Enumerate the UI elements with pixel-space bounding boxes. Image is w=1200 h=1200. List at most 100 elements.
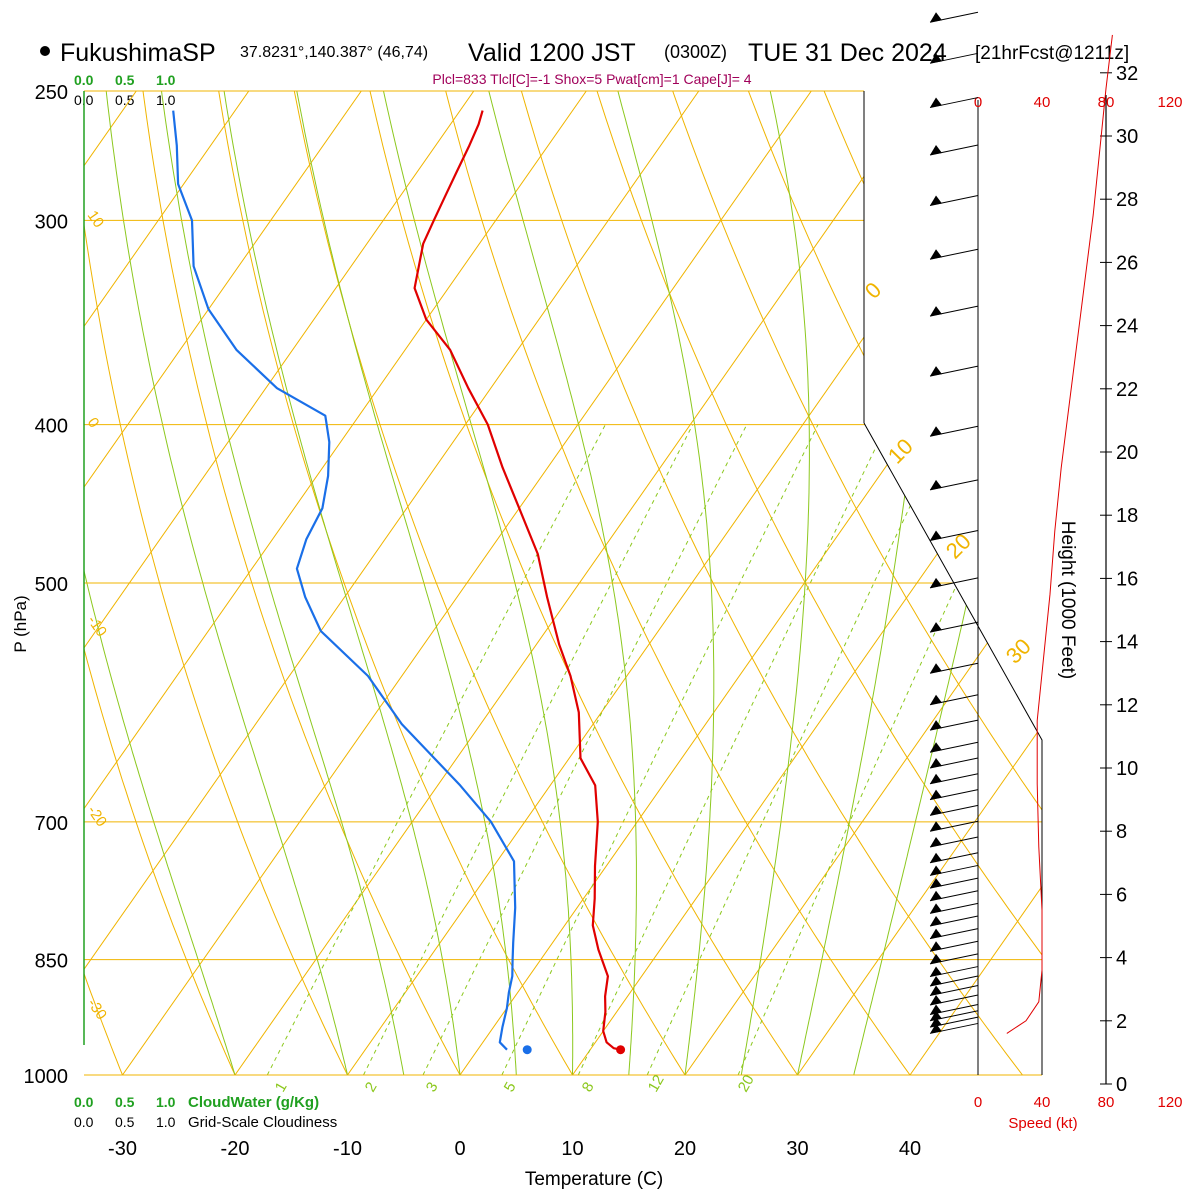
isotherm-label: -20 xyxy=(84,803,110,831)
station-name: FukushimaSP xyxy=(60,39,216,67)
moist-adiabat-line xyxy=(740,91,810,1075)
dry-adiabat-line xyxy=(672,91,1042,1075)
moist-adiabat-line xyxy=(383,91,574,1075)
cloudiness-tick-label: 0.5 xyxy=(115,92,135,108)
cloud-water-scale-top: 0.0 0.5 1.0 xyxy=(74,72,176,88)
wind-barb-flag-icon xyxy=(930,773,942,784)
wind-barb-flag-icon xyxy=(930,941,942,952)
surface-dewpoint-marker xyxy=(522,1045,532,1055)
cloud-water-tick-label: 0.5 xyxy=(115,72,135,88)
wind-barb-flag-icon xyxy=(930,577,942,588)
wind-barb-flag-icon xyxy=(930,890,942,901)
wind-barb-flag-icon xyxy=(930,720,942,731)
temperature-tick-label: 10 xyxy=(561,1138,583,1160)
wind-barb-flag-icon xyxy=(930,306,942,317)
height-tick-label: 4 xyxy=(1116,948,1127,970)
stability-indices: Plcl=833 Tlcl[C]=-1 Shox=5 Pwat[cm]=1 Ca… xyxy=(432,71,751,87)
wind-barb-flag-icon xyxy=(930,1017,942,1028)
cloud-water-tick-label: 1.0 xyxy=(156,72,176,88)
wind-barb-flag-icon xyxy=(930,878,942,889)
wind-barb-flag-icon xyxy=(930,928,942,939)
isotherm-line xyxy=(84,91,250,1075)
wind-barb-flag-icon xyxy=(930,995,942,1005)
mixing-ratio-line xyxy=(577,424,888,1075)
mixing-ratio-label: 5 xyxy=(501,1079,520,1095)
pressure-tick-label: 400 xyxy=(35,416,68,438)
pressure-tick-label: 1000 xyxy=(24,1066,69,1088)
station-bullet-icon xyxy=(40,46,50,56)
speed-axis-title: Speed (kt) xyxy=(1008,1115,1077,1132)
cloudiness-tick-label: 1.0 xyxy=(156,1114,176,1130)
isotherm-line xyxy=(0,91,24,1075)
dry-adiabat-label: 10 xyxy=(883,434,918,469)
height-tick-label: 20 xyxy=(1116,442,1138,464)
dry-adiabat-line xyxy=(369,91,798,1075)
dry-adiabat-line xyxy=(0,91,10,1075)
wind-barb-flag-icon xyxy=(930,758,942,768)
isotherm-label: 0 xyxy=(84,415,103,432)
valid-date: TUE 31 Dec 2024 xyxy=(748,39,947,67)
dewpoint-profile-line xyxy=(172,110,517,1051)
moist-adiabat-line xyxy=(84,91,236,1075)
mixing-ratio-line xyxy=(737,424,1031,1075)
wind-barb-flag-icon xyxy=(930,479,942,490)
height-tick-label: 18 xyxy=(1116,505,1138,527)
wind-barb-flag-icon xyxy=(930,622,942,633)
height-tick-label: 28 xyxy=(1116,189,1138,211)
cloud-water-scale-bottom: 0.0 0.5 1.0 xyxy=(74,1094,176,1110)
wind-barb-flag-icon xyxy=(930,530,942,541)
mixing-ratio-line xyxy=(422,424,748,1075)
speed-tick-label-bottom: 120 xyxy=(1157,1094,1182,1111)
height-tick-label: 30 xyxy=(1116,126,1138,148)
dry-adiabat-line xyxy=(520,91,1023,1075)
temperature-profile-line xyxy=(413,110,621,1051)
height-tick-label: 32 xyxy=(1116,63,1138,85)
isotherm-label: -30 xyxy=(84,996,110,1024)
dry-adiabat-label: 20 xyxy=(941,529,976,564)
wind-barb-flag-icon xyxy=(930,144,942,155)
speed-tick-label-bottom: 0 xyxy=(974,1094,982,1111)
speed-tick-label-bottom: 40 xyxy=(1034,1094,1051,1111)
wind-barb-flag-icon xyxy=(930,1023,942,1034)
temperature-tick-label: 40 xyxy=(899,1138,921,1160)
height-tick-label: 16 xyxy=(1116,568,1138,590)
pressure-tick-label: 850 xyxy=(35,951,68,973)
wind-barb-flag-icon xyxy=(930,916,942,926)
speed-tick-label-top: 40 xyxy=(1034,94,1051,111)
speed-tick-label-top: 0 xyxy=(974,94,982,111)
moist-adiabat-line xyxy=(488,91,637,1075)
x-axis-title: Temperature (C) xyxy=(525,1169,663,1190)
wind-barb-flag-icon xyxy=(930,966,942,977)
wind-barb-flag-icon xyxy=(930,249,942,260)
height-tick-label: 24 xyxy=(1116,316,1138,338)
pressure-tick-label: 300 xyxy=(35,211,68,233)
surface-temperature-marker xyxy=(616,1045,626,1055)
wind-barb-flag-icon xyxy=(930,426,942,437)
height-tick-label: 10 xyxy=(1116,758,1138,780)
wind-barb-flag-icon xyxy=(930,1004,942,1015)
cloudiness-tick-label: 0.5 xyxy=(115,1114,135,1130)
height-tick-label: 6 xyxy=(1116,884,1127,906)
wind-barb-flag-icon xyxy=(930,985,942,996)
wind-barb-flag-icon xyxy=(930,694,942,705)
dry-adiabat-line xyxy=(84,91,123,1075)
mixing-ratio-line xyxy=(501,424,819,1075)
wind-barb-flag-icon xyxy=(930,789,942,800)
cloud-water-tick-label: 0.0 xyxy=(74,72,94,88)
speed-tick-label-top: 80 xyxy=(1098,94,1115,111)
wind-barb-flag-icon xyxy=(930,742,942,753)
wind-barb-flag-icon xyxy=(930,53,942,64)
temperature-tick-label: -20 xyxy=(221,1138,250,1160)
moist-adiabat-line xyxy=(296,91,517,1075)
dry-adiabat-line xyxy=(293,91,686,1075)
station-coords: 37.8231°,140.387° (46,74) xyxy=(240,44,428,61)
cloudiness-tick-label: 0.0 xyxy=(74,1114,94,1130)
temperature-tick-label: 20 xyxy=(674,1138,696,1160)
height-tick-label: 14 xyxy=(1116,632,1138,654)
wind-barb-flag-icon xyxy=(930,976,942,987)
isotherm-line xyxy=(909,91,1042,1075)
pressure-tick-label: 250 xyxy=(35,82,68,104)
wind-barb-flag-icon xyxy=(930,97,942,108)
dry-adiabat-line xyxy=(218,91,573,1075)
cloudiness-scale-bottom: 0.0 0.5 1.0 xyxy=(74,1114,176,1130)
